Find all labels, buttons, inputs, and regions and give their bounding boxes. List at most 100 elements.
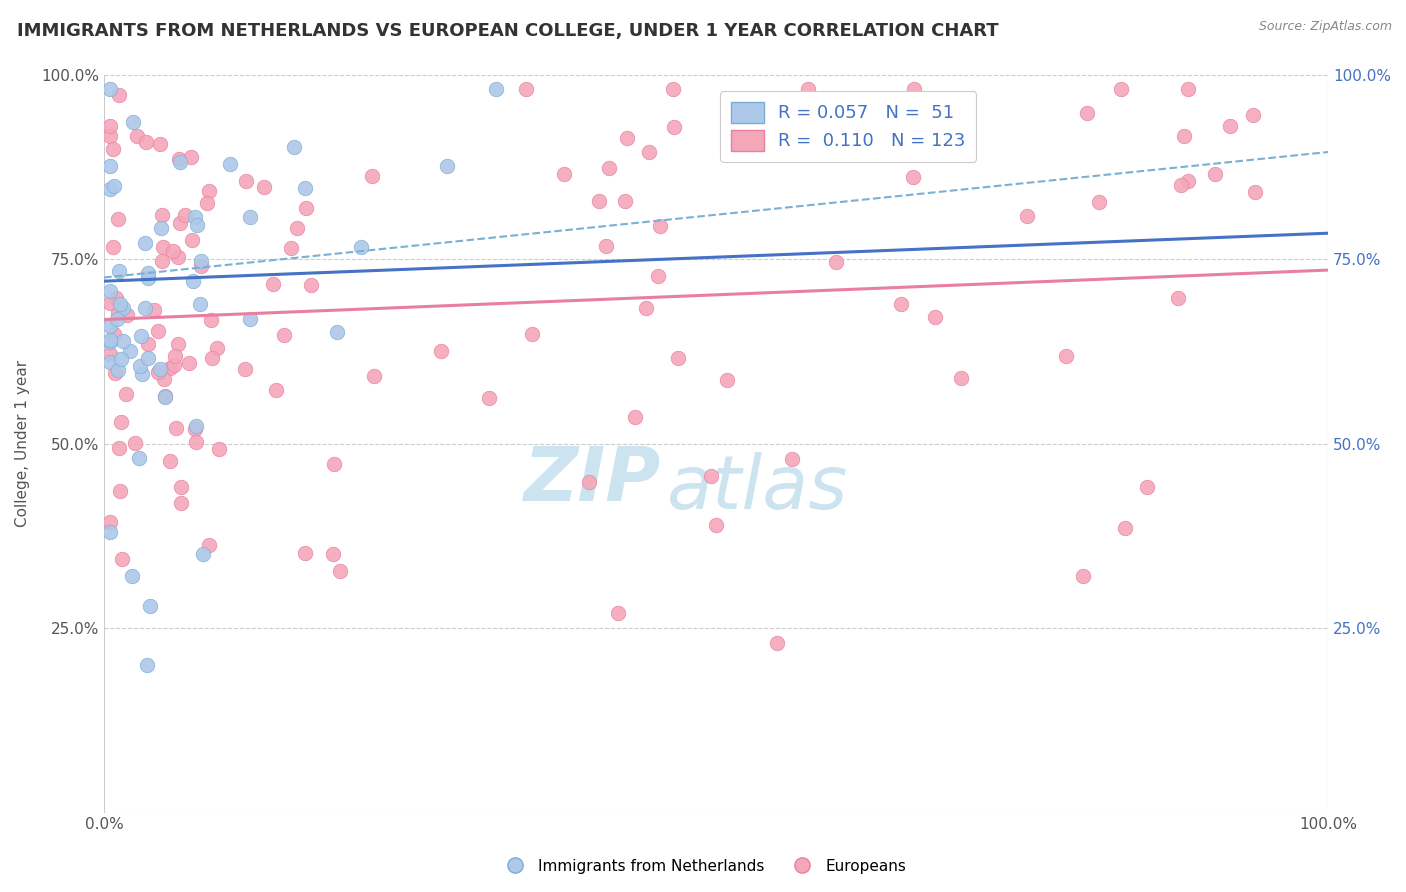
- Point: [436, 159, 458, 173]
- Point: [150, 208, 173, 222]
- Point: [1177, 82, 1199, 96]
- Point: [186, 218, 208, 232]
- Point: [1087, 194, 1109, 209]
- Point: [135, 135, 157, 149]
- Point: [159, 360, 181, 375]
- Point: [149, 136, 172, 151]
- Point: [98, 296, 121, 310]
- Point: [98, 335, 121, 350]
- Text: ZIP: ZIP: [523, 444, 661, 517]
- Point: [103, 326, 125, 341]
- Point: [107, 441, 129, 455]
- Point: [208, 442, 231, 457]
- Point: [295, 201, 318, 215]
- Point: [110, 415, 132, 429]
- Point: [163, 359, 186, 373]
- Point: [146, 324, 169, 338]
- Point: [103, 142, 125, 156]
- Point: [134, 235, 156, 250]
- Point: [184, 435, 207, 450]
- Point: [107, 211, 129, 226]
- Point: [648, 219, 671, 233]
- Point: [169, 154, 191, 169]
- Point: [98, 333, 121, 347]
- Point: [634, 301, 657, 315]
- Point: [1219, 119, 1241, 133]
- Point: [108, 484, 131, 499]
- Point: [700, 469, 723, 483]
- Point: [1076, 106, 1098, 120]
- Point: [239, 210, 262, 224]
- Point: [329, 564, 352, 578]
- Point: [139, 599, 162, 613]
- Point: [1114, 520, 1136, 534]
- Point: [797, 82, 820, 96]
- Point: [1241, 108, 1264, 122]
- Point: [197, 196, 219, 211]
- Point: [104, 291, 127, 305]
- Point: [98, 119, 121, 133]
- Point: [598, 161, 620, 175]
- Point: [624, 410, 647, 425]
- Point: [128, 359, 150, 373]
- Point: [1204, 167, 1226, 181]
- Point: [124, 436, 146, 450]
- Point: [162, 244, 184, 259]
- Point: [125, 128, 148, 143]
- Point: [110, 551, 132, 566]
- Point: [152, 254, 174, 268]
- Point: [716, 373, 738, 387]
- Point: [200, 313, 222, 327]
- Point: [613, 194, 636, 208]
- Point: [1071, 569, 1094, 583]
- Point: [152, 240, 174, 254]
- Point: [607, 607, 630, 621]
- Point: [197, 538, 219, 552]
- Point: [136, 351, 159, 365]
- Point: [578, 475, 600, 489]
- Point: [170, 495, 193, 509]
- Point: [136, 657, 159, 672]
- Point: [180, 150, 202, 164]
- Point: [647, 268, 669, 283]
- Point: [186, 419, 208, 434]
- Point: [112, 301, 135, 315]
- Point: [197, 184, 219, 198]
- Point: [142, 303, 165, 318]
- Point: [1177, 174, 1199, 188]
- Point: [107, 362, 129, 376]
- Point: [180, 233, 202, 247]
- Point: [146, 365, 169, 379]
- Point: [153, 389, 176, 403]
- Point: [485, 82, 508, 96]
- Point: [890, 296, 912, 310]
- Point: [553, 167, 575, 181]
- Point: [121, 569, 143, 583]
- Point: [179, 356, 201, 370]
- Point: [98, 182, 121, 196]
- Point: [174, 208, 197, 222]
- Point: [205, 341, 228, 355]
- Text: atlas: atlas: [666, 452, 848, 524]
- Point: [662, 120, 685, 134]
- Point: [588, 194, 610, 209]
- Point: [299, 277, 322, 292]
- Text: IMMIGRANTS FROM NETHERLANDS VS EUROPEAN COLLEGE, UNDER 1 YEAR CORRELATION CHART: IMMIGRANTS FROM NETHERLANDS VS EUROPEAN …: [17, 22, 998, 40]
- Point: [239, 312, 262, 326]
- Point: [1170, 178, 1192, 193]
- Point: [163, 349, 186, 363]
- Point: [666, 351, 689, 365]
- Point: [149, 361, 172, 376]
- Point: [122, 115, 145, 129]
- Point: [98, 355, 121, 369]
- Point: [616, 131, 638, 145]
- Point: [233, 362, 256, 376]
- Point: [1167, 291, 1189, 305]
- Point: [110, 351, 132, 366]
- Point: [824, 255, 846, 269]
- Legend: R = 0.057   N =  51, R =  0.110   N = 123: R = 0.057 N = 51, R = 0.110 N = 123: [720, 91, 976, 161]
- Point: [105, 312, 128, 326]
- Y-axis label: College, Under 1 year: College, Under 1 year: [15, 360, 30, 527]
- Point: [283, 140, 305, 154]
- Point: [901, 170, 924, 185]
